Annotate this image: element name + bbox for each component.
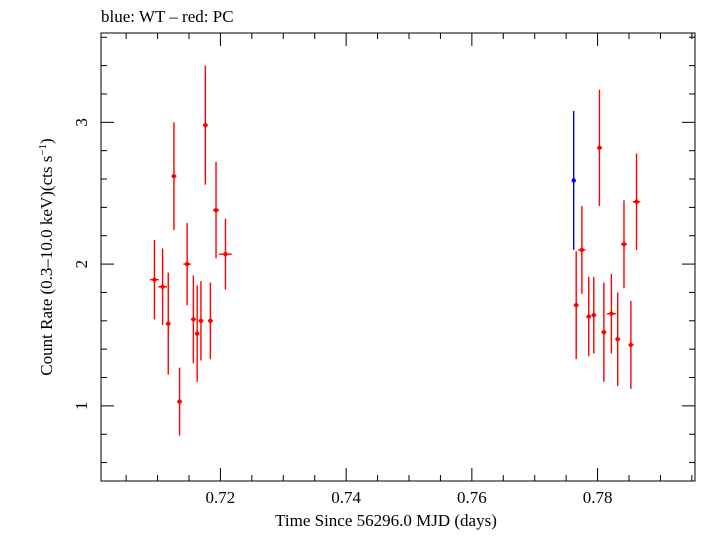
x-axis-label: Time Since 56296.0 MJD (days) <box>275 511 497 530</box>
data-marker <box>160 284 165 289</box>
data-marker <box>574 303 579 308</box>
data-point <box>615 292 621 387</box>
data-marker <box>203 122 208 128</box>
data-point <box>207 282 213 360</box>
data-marker <box>198 318 204 323</box>
data-point <box>573 251 579 360</box>
data-point <box>578 205 586 294</box>
y-axis-ticks <box>101 36 695 464</box>
data-point <box>171 122 177 231</box>
data-point <box>212 162 220 259</box>
data-point <box>198 281 204 361</box>
data-marker <box>177 399 182 404</box>
data-point <box>591 276 597 354</box>
data-marker <box>208 318 213 323</box>
y-axis-label-superscript: −1 <box>37 144 49 156</box>
data-marker <box>597 145 602 151</box>
y-tick-label: 3 <box>72 118 91 127</box>
plot-frame <box>100 32 696 482</box>
data-marker <box>171 173 177 179</box>
data-point <box>586 276 592 357</box>
y-axis-label-close: ) <box>37 138 56 144</box>
data-marker <box>591 312 596 318</box>
data-marker <box>601 329 607 335</box>
data-point <box>628 300 634 389</box>
data-point <box>219 218 232 290</box>
x-axis-tick-labels: 0.72 0.74 0.76 0.78 <box>206 488 613 507</box>
data-point <box>177 367 183 436</box>
x-tick-label: 0.78 <box>583 488 613 507</box>
data-marker <box>194 331 200 336</box>
data-point <box>202 65 208 185</box>
data-point <box>183 222 191 306</box>
data-point <box>194 285 200 382</box>
y-axis-label: Count Rate (0.3–10.0 keV)(cts s−1) <box>37 138 56 375</box>
x-tick-label: 0.72 <box>206 488 236 507</box>
data-point <box>190 275 196 364</box>
data-marker <box>571 178 576 183</box>
data-point <box>596 89 602 206</box>
data-point <box>150 239 159 320</box>
data-point <box>158 248 167 326</box>
y-tick-label: 2 <box>72 260 91 269</box>
data-marker <box>213 208 219 213</box>
data-point <box>165 272 171 375</box>
data-point <box>601 282 607 382</box>
data-points <box>150 65 641 436</box>
y-axis-label-main: Count Rate (0.3–10.0 keV)(cts s <box>37 156 56 376</box>
x-tick-label: 0.74 <box>331 488 361 507</box>
data-marker <box>223 251 228 257</box>
y-axis-tick-labels: 1 2 3 <box>72 118 91 410</box>
x-axis-ticks <box>125 33 693 481</box>
data-marker <box>609 311 614 316</box>
data-marker <box>615 337 620 342</box>
x-tick-label: 0.76 <box>457 488 487 507</box>
chart-title: blue: WT – red: PC <box>101 7 234 26</box>
data-marker <box>184 261 190 267</box>
data-point <box>571 110 576 250</box>
data-marker <box>628 342 634 348</box>
data-marker <box>621 242 627 247</box>
data-marker <box>166 321 171 326</box>
data-marker <box>191 317 196 322</box>
data-marker <box>634 199 639 204</box>
data-marker <box>152 277 157 282</box>
data-point <box>632 153 641 250</box>
y-tick-label: 1 <box>72 402 91 411</box>
data-point <box>620 200 628 289</box>
data-marker <box>586 314 591 319</box>
data-point <box>607 274 616 354</box>
data-marker <box>579 247 585 253</box>
